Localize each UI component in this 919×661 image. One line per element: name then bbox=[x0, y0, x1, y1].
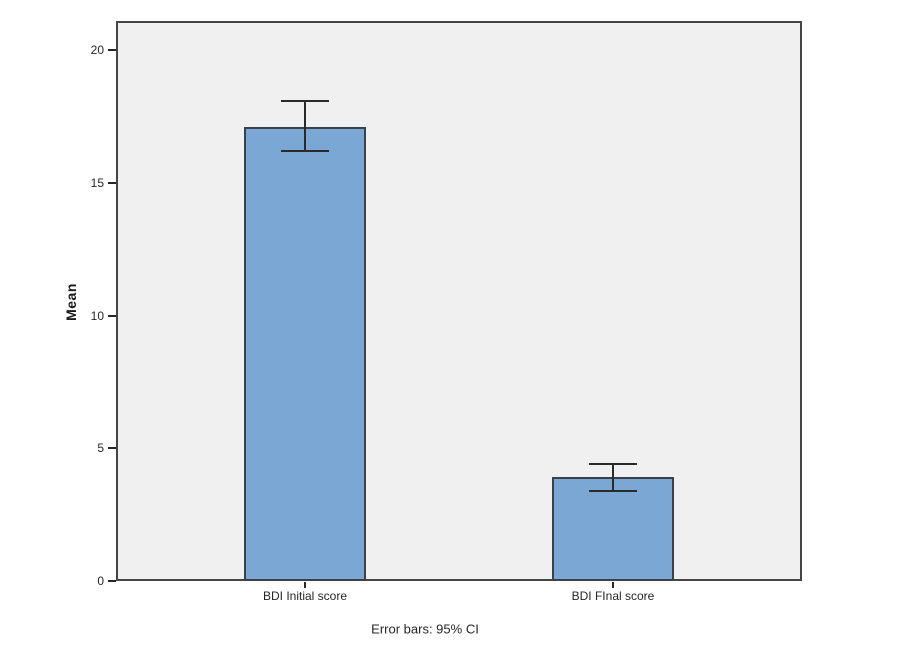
y-axis-tick bbox=[108, 49, 116, 52]
error-bar-line bbox=[612, 464, 614, 491]
error-bar-cap-top bbox=[589, 463, 637, 466]
plot-area bbox=[116, 21, 802, 581]
x-axis-tick bbox=[304, 582, 306, 588]
error-bar-cap-top bbox=[281, 99, 329, 102]
error-bar-cap-bottom bbox=[281, 150, 329, 153]
x-axis-tick-label: BDI Initial score bbox=[262, 589, 348, 603]
y-axis-tick bbox=[108, 447, 116, 450]
bar bbox=[244, 127, 366, 581]
y-axis-tick bbox=[108, 181, 116, 184]
y-axis-tick bbox=[108, 314, 116, 317]
error-bar-cap-bottom bbox=[589, 489, 637, 492]
y-axis-tick bbox=[108, 580, 116, 582]
x-axis-tick-label: BDI FInal score bbox=[571, 589, 655, 603]
y-axis-tick-label: 20 bbox=[90, 43, 104, 58]
y-axis-tick-label: 0 bbox=[97, 574, 104, 588]
y-axis-tick-label: 15 bbox=[90, 175, 104, 190]
x-axis-tick bbox=[612, 582, 614, 588]
y-axis-tick-label: 5 bbox=[97, 441, 104, 456]
error-bar-line bbox=[304, 100, 306, 152]
error-bars-caption: Error bars: 95% CI bbox=[371, 621, 479, 637]
bar bbox=[552, 477, 674, 581]
y-axis-tick-label: 10 bbox=[90, 308, 104, 323]
